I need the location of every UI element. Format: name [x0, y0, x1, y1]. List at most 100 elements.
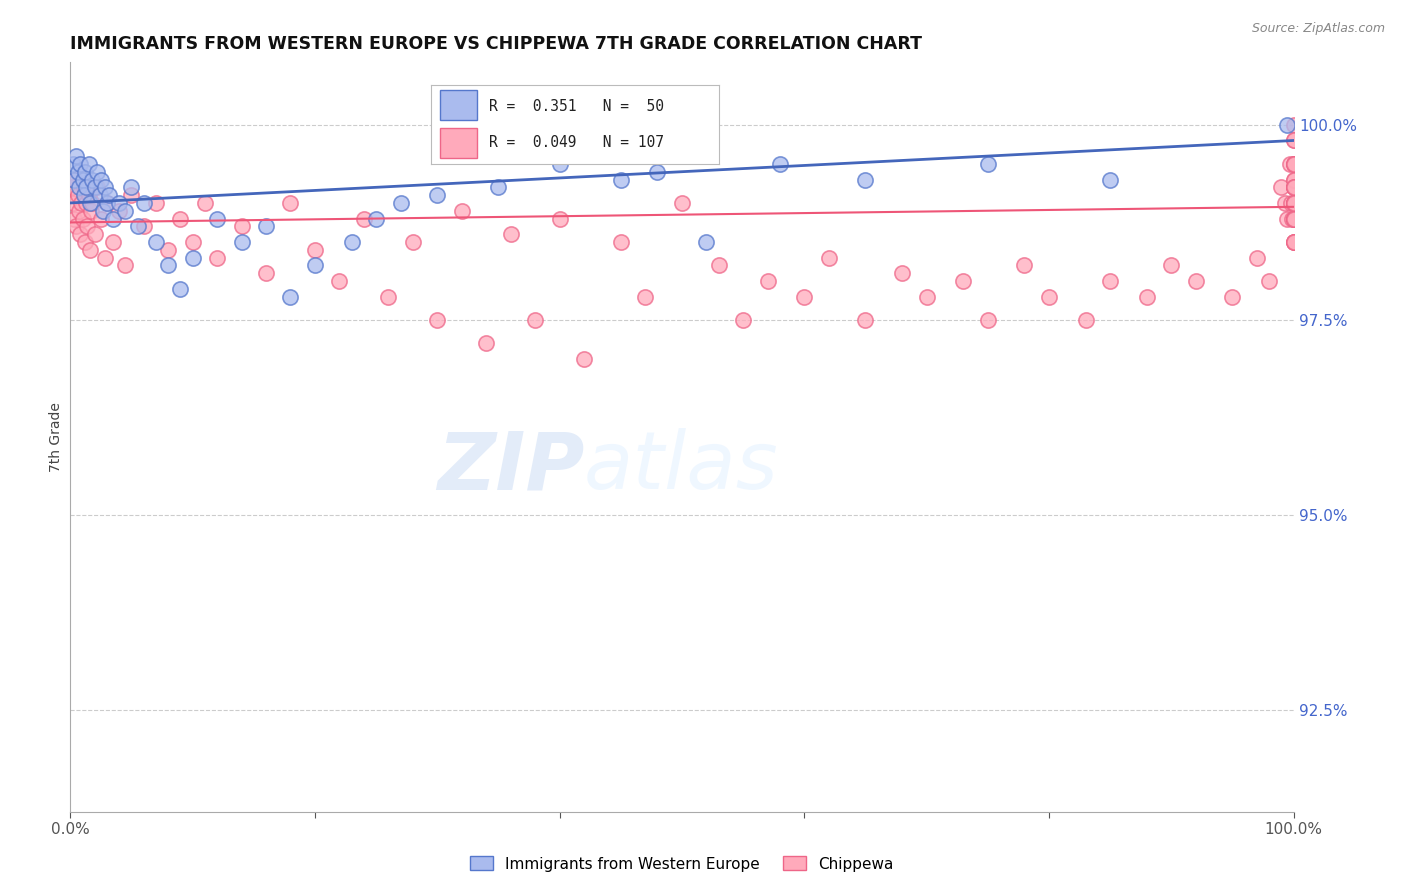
- Point: [1282, 211, 1305, 226]
- Point: [91, 203, 114, 218]
- Point: [793, 289, 815, 303]
- Point: [915, 289, 938, 303]
- Point: [1282, 235, 1305, 249]
- Point: [1246, 251, 1268, 265]
- Point: [488, 180, 510, 194]
- Point: [389, 195, 412, 210]
- Point: [1282, 157, 1305, 171]
- Point: [80, 203, 103, 218]
- Point: [62, 195, 84, 210]
- Point: [1282, 133, 1305, 147]
- Point: [82, 172, 104, 186]
- Point: [1282, 180, 1305, 194]
- Point: [769, 157, 792, 171]
- Point: [1184, 274, 1206, 288]
- Point: [855, 172, 877, 186]
- Point: [169, 282, 191, 296]
- Point: [548, 157, 571, 171]
- Point: [66, 164, 89, 178]
- Point: [73, 188, 96, 202]
- Point: [304, 258, 326, 272]
- Point: [73, 164, 96, 178]
- Point: [426, 313, 449, 327]
- Y-axis label: 7th Grade: 7th Grade: [49, 402, 63, 472]
- Point: [610, 172, 633, 186]
- Point: [66, 188, 89, 202]
- Point: [205, 251, 228, 265]
- Point: [65, 219, 87, 234]
- Point: [1136, 289, 1159, 303]
- Point: [1282, 172, 1305, 186]
- Point: [1282, 157, 1305, 171]
- Point: [98, 188, 121, 202]
- Point: [70, 195, 93, 210]
- Point: [475, 336, 498, 351]
- Point: [93, 251, 115, 265]
- Point: [524, 313, 547, 327]
- Point: [89, 188, 111, 202]
- Point: [73, 180, 96, 194]
- Point: [63, 172, 86, 186]
- Point: [72, 172, 94, 186]
- Point: [280, 195, 302, 210]
- Point: [145, 235, 167, 249]
- Point: [63, 172, 86, 186]
- Point: [1277, 118, 1299, 132]
- Point: [181, 251, 204, 265]
- Point: [1282, 211, 1305, 226]
- Point: [101, 211, 124, 226]
- Point: [353, 211, 375, 226]
- Point: [254, 266, 277, 280]
- Point: [1282, 235, 1305, 249]
- Point: [72, 211, 94, 226]
- Point: [1282, 118, 1305, 132]
- Point: [340, 235, 363, 249]
- Point: [952, 274, 974, 288]
- Point: [67, 203, 90, 218]
- Point: [121, 180, 143, 194]
- Point: [1282, 180, 1305, 194]
- Point: [817, 251, 839, 265]
- Point: [108, 195, 131, 210]
- Point: [205, 211, 228, 226]
- Point: [1282, 211, 1305, 226]
- Point: [1282, 157, 1305, 171]
- Point: [891, 266, 914, 280]
- Point: [1282, 180, 1305, 194]
- Point: [1099, 172, 1122, 186]
- Point: [93, 180, 115, 194]
- Point: [610, 235, 633, 249]
- Point: [127, 219, 149, 234]
- Point: [756, 274, 779, 288]
- Point: [254, 219, 277, 234]
- Point: [83, 227, 105, 241]
- Point: [67, 180, 90, 194]
- Point: [86, 180, 108, 194]
- Point: [1282, 195, 1305, 210]
- Point: [1074, 313, 1097, 327]
- Point: [1282, 180, 1305, 194]
- Point: [121, 188, 143, 202]
- Point: [231, 235, 253, 249]
- Point: [145, 195, 167, 210]
- Point: [1014, 258, 1036, 272]
- Point: [1282, 172, 1305, 186]
- Point: [114, 203, 136, 218]
- Point: [108, 203, 131, 218]
- Point: [1274, 195, 1296, 210]
- Point: [1282, 235, 1305, 249]
- Point: [976, 157, 998, 171]
- Point: [231, 219, 253, 234]
- Point: [671, 195, 693, 210]
- Point: [402, 235, 425, 249]
- Point: [86, 164, 108, 178]
- Point: [90, 211, 112, 226]
- Point: [1282, 133, 1305, 147]
- Point: [65, 149, 87, 163]
- Point: [1279, 195, 1302, 210]
- Point: [855, 313, 877, 327]
- Point: [634, 289, 657, 303]
- Point: [733, 313, 755, 327]
- Point: [1160, 258, 1182, 272]
- Point: [75, 195, 97, 210]
